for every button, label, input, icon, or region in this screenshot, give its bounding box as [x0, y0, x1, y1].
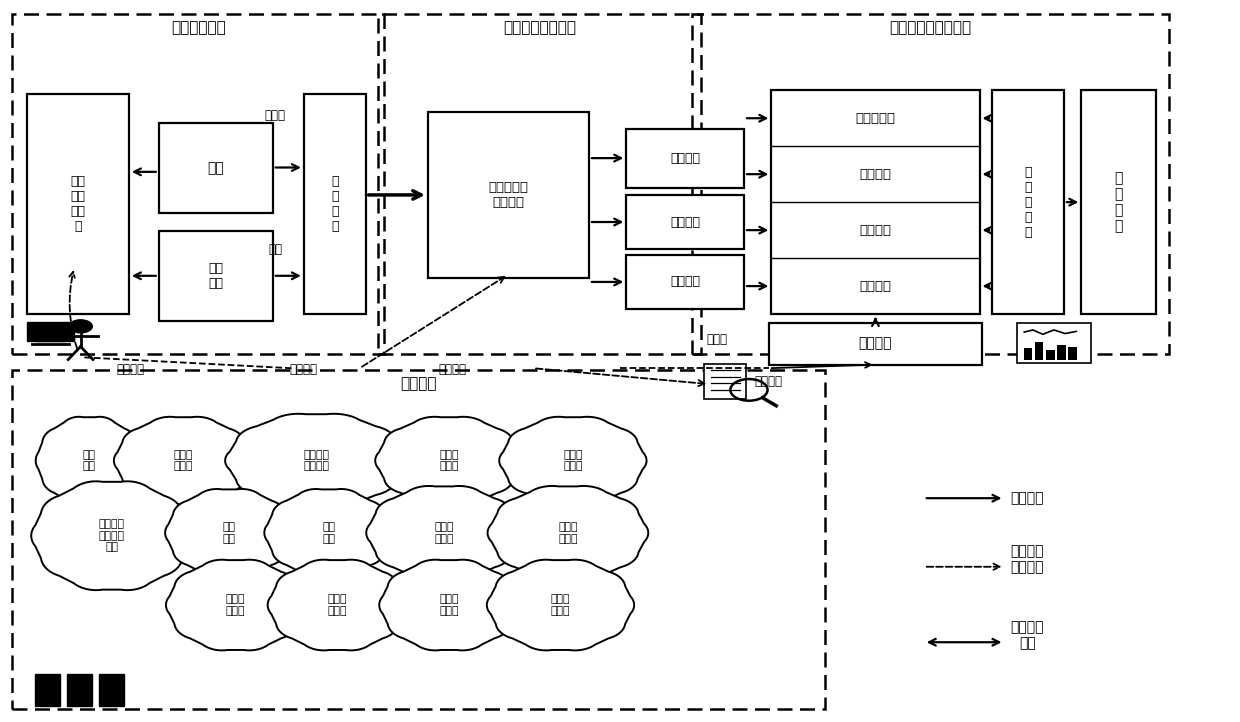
FancyBboxPatch shape	[771, 90, 980, 314]
Text: 控制系
统知识: 控制系 统知识	[174, 450, 193, 471]
Text: 转轮叶片
加工经验
知识: 转轮叶片 加工经验 知识	[99, 519, 124, 552]
Text: 服务任务解
析与匹配: 服务任务解 析与匹配	[489, 181, 528, 209]
Text: 夹夹
知识: 夹夹 知识	[223, 522, 236, 544]
FancyBboxPatch shape	[428, 112, 589, 278]
Polygon shape	[500, 417, 646, 505]
Bar	[1023, 348, 1032, 360]
Text: 任务解析和匹配器: 任务解析和匹配器	[503, 20, 575, 35]
FancyBboxPatch shape	[27, 322, 74, 341]
Text: 服务规则: 服务规则	[859, 224, 892, 237]
Text: 自定义: 自定义	[265, 109, 285, 122]
FancyBboxPatch shape	[769, 323, 982, 365]
Text: 加工方
法知识: 加工方 法知识	[551, 594, 570, 616]
Text: 服务机制: 服务机制	[859, 168, 892, 180]
Bar	[1058, 345, 1066, 360]
Text: 加工类
型知识: 加工类 型知识	[439, 594, 459, 616]
Polygon shape	[226, 414, 407, 508]
Text: 时序排布: 时序排布	[670, 152, 701, 165]
Polygon shape	[366, 486, 522, 580]
Bar	[1034, 342, 1044, 360]
FancyBboxPatch shape	[159, 123, 273, 213]
Text: 质量控
制知识: 质量控 制知识	[439, 450, 459, 471]
Text: 标准规
范知识: 标准规 范知识	[563, 450, 583, 471]
FancyBboxPatch shape	[27, 94, 129, 314]
Text: 自定义: 自定义	[707, 333, 727, 346]
Polygon shape	[166, 560, 305, 651]
Text: 知识云库: 知识云库	[401, 377, 436, 391]
Text: 人机交互接口: 人机交互接口	[171, 20, 226, 35]
Text: 表示流程: 表示流程	[1011, 491, 1044, 505]
Text: 主动查询: 主动查询	[117, 363, 144, 376]
FancyBboxPatch shape	[626, 195, 744, 249]
Text: 知识匹配: 知识匹配	[755, 375, 782, 388]
Text: 信
息
输
入: 信 息 输 入	[331, 175, 339, 233]
Text: 关联关系: 关联关系	[670, 275, 701, 289]
Text: 知
识
服
务: 知 识 服 务	[1115, 171, 1122, 233]
Text: 知识匹配: 知识匹配	[290, 363, 317, 376]
FancyBboxPatch shape	[1017, 323, 1091, 363]
Text: 任
务
流
管
理: 任 务 流 管 理	[1024, 165, 1032, 239]
Bar	[1045, 350, 1054, 360]
Text: 用户: 用户	[207, 161, 224, 175]
Text: 材料
知识: 材料 知识	[322, 522, 335, 544]
Polygon shape	[487, 560, 634, 651]
Polygon shape	[264, 489, 393, 577]
Polygon shape	[379, 560, 518, 651]
Polygon shape	[114, 417, 253, 505]
FancyBboxPatch shape	[1081, 90, 1156, 314]
FancyBboxPatch shape	[704, 364, 746, 399]
FancyBboxPatch shape	[67, 674, 92, 706]
Polygon shape	[268, 560, 407, 651]
Polygon shape	[165, 489, 294, 577]
Text: 表示知识
信息流动: 表示知识 信息流动	[1011, 544, 1044, 575]
Text: 转轮叶片
面型知识: 转轮叶片 面型知识	[304, 450, 329, 471]
Text: 测试设
备知识: 测试设 备知识	[327, 594, 347, 616]
Text: 切削参
数知识: 切削参 数知识	[558, 522, 578, 544]
Text: 用户需求: 用户需求	[858, 336, 893, 351]
Polygon shape	[31, 482, 192, 590]
Text: 服务
系统: 服务 系统	[208, 262, 223, 290]
Text: 成本控
制知识: 成本控 制知识	[434, 522, 454, 544]
Text: 推送: 推送	[268, 243, 283, 256]
FancyBboxPatch shape	[626, 129, 744, 188]
FancyBboxPatch shape	[99, 674, 124, 706]
Polygon shape	[487, 486, 649, 580]
Bar	[1069, 347, 1076, 360]
Circle shape	[68, 319, 93, 334]
Text: 服务任务流: 服务任务流	[856, 112, 895, 125]
Polygon shape	[376, 417, 522, 505]
FancyBboxPatch shape	[35, 674, 60, 706]
Text: 知识匹配: 知识匹配	[439, 363, 466, 376]
Polygon shape	[36, 417, 143, 505]
Text: 表示互相
关联: 表示互相 关联	[1011, 620, 1044, 650]
FancyBboxPatch shape	[626, 255, 744, 309]
FancyBboxPatch shape	[159, 231, 273, 321]
Text: 知识
查询
与学
习: 知识 查询 与学 习	[71, 175, 86, 233]
Text: 结构安排: 结构安排	[670, 215, 701, 229]
FancyBboxPatch shape	[992, 90, 1064, 314]
FancyBboxPatch shape	[304, 94, 366, 314]
Text: 服务约束: 服务约束	[859, 279, 892, 292]
Text: 刀具
知识: 刀具 知识	[83, 450, 95, 471]
Text: 机床装
备知识: 机床装 备知识	[226, 594, 246, 616]
Text: 服务流协同活动引擎: 服务流协同活动引擎	[889, 20, 972, 35]
